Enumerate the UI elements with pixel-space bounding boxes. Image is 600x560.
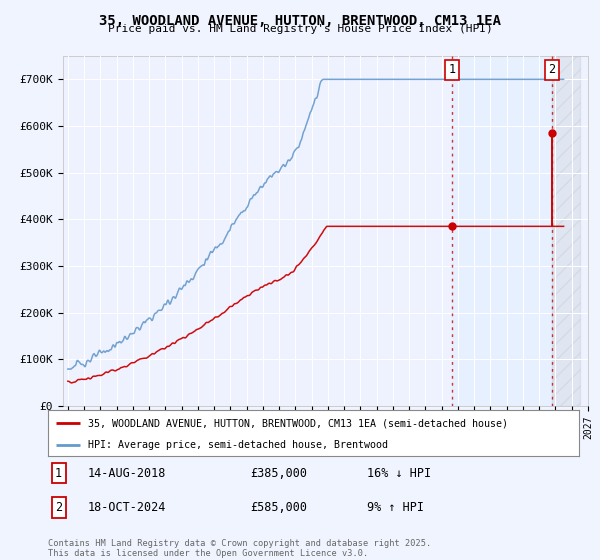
Text: 35, WOODLAND AVENUE, HUTTON, BRENTWOOD, CM13 1EA: 35, WOODLAND AVENUE, HUTTON, BRENTWOOD, … [99,14,501,28]
Text: 14-AUG-2018: 14-AUG-2018 [88,467,166,480]
Text: 2: 2 [55,501,62,514]
Bar [552,56,580,406]
Text: 1: 1 [55,467,62,480]
Text: 18-OCT-2024: 18-OCT-2024 [88,501,166,514]
Text: £385,000: £385,000 [250,467,307,480]
Text: 9% ↑ HPI: 9% ↑ HPI [367,501,424,514]
Bar [452,56,552,406]
Text: HPI: Average price, semi-detached house, Brentwood: HPI: Average price, semi-detached house,… [88,440,388,450]
Text: 16% ↓ HPI: 16% ↓ HPI [367,467,431,480]
Bar [552,56,580,406]
Text: 2: 2 [548,63,556,77]
Text: 35, WOODLAND AVENUE, HUTTON, BRENTWOOD, CM13 1EA (semi-detached house): 35, WOODLAND AVENUE, HUTTON, BRENTWOOD, … [88,418,508,428]
Text: Price paid vs. HM Land Registry's House Price Index (HPI): Price paid vs. HM Land Registry's House … [107,24,493,34]
Text: £585,000: £585,000 [250,501,307,514]
Text: 1: 1 [448,63,455,77]
Text: Contains HM Land Registry data © Crown copyright and database right 2025.
This d: Contains HM Land Registry data © Crown c… [48,539,431,558]
